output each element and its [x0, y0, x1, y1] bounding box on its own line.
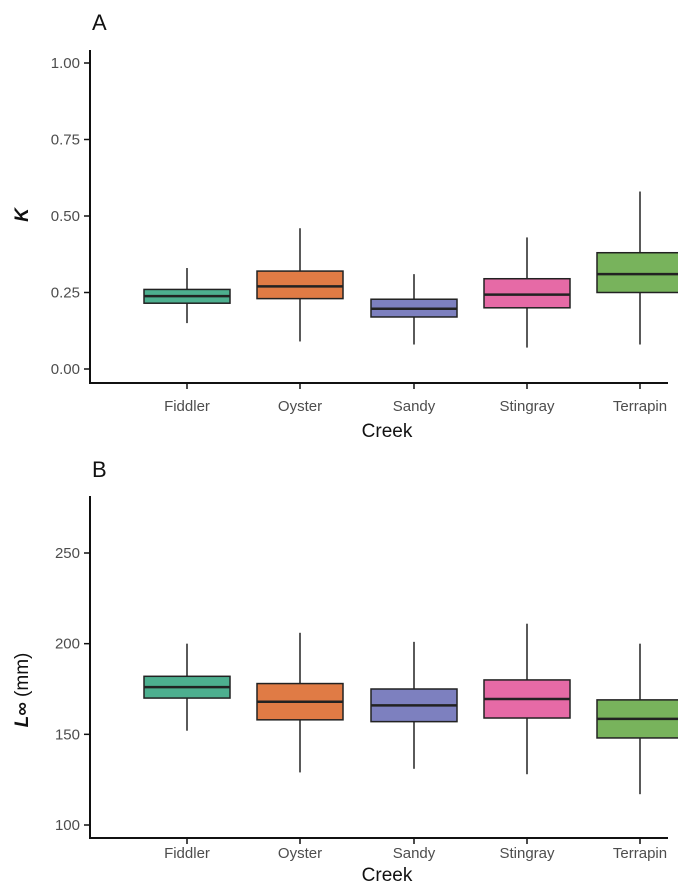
panel-letter: B	[92, 457, 107, 482]
x-tick-label: Terrapin	[613, 845, 667, 862]
box-iqr	[483, 277, 571, 309]
y-tick-label: 250	[55, 545, 80, 562]
y-tick-label: 0.50	[51, 208, 80, 225]
box-oyster	[256, 632, 344, 773]
box-fiddler	[143, 643, 231, 731]
x-tick-label: Oyster	[278, 398, 322, 415]
y-tick-label: 0.00	[51, 361, 80, 378]
x-tick-label: Fiddler	[164, 845, 210, 862]
box-terrapin	[596, 191, 678, 345]
x-tick-label: Sandy	[393, 845, 436, 862]
box-terrapin	[596, 643, 678, 795]
y-tick-label: 100	[55, 817, 80, 834]
box-sandy	[370, 274, 458, 345]
y-tick-label: 200	[55, 636, 80, 653]
panel-letter: A	[92, 10, 107, 35]
y-axis-title: L∞ (mm)	[12, 653, 33, 728]
x-tick-label: Stingray	[499, 398, 555, 415]
panel-b: B 100 150 200 250 Fiddler Oyster Sandy Stingray T…	[12, 457, 678, 885]
box-fiddler	[143, 268, 231, 324]
box-iqr	[256, 270, 344, 300]
box-stingray	[483, 237, 571, 348]
x-tick-label: Fiddler	[164, 398, 210, 415]
y-axis-title-text: K	[12, 207, 33, 222]
y-tick-label: 0.25	[51, 285, 80, 302]
y-tick-label: 150	[55, 726, 80, 743]
y-tick-label: 1.00	[51, 55, 80, 72]
y-axis-title: K	[12, 207, 33, 222]
x-tick-label: Sandy	[393, 398, 436, 415]
x-axis-title: Creek	[362, 865, 413, 885]
y-axis-title-unit: (mm)	[12, 653, 33, 703]
box-stingray	[483, 623, 571, 775]
box-oyster	[256, 228, 344, 342]
x-tick-label: Stingray	[499, 845, 555, 862]
y-axis-title-italic: L∞	[12, 702, 33, 727]
x-axis-title: Creek	[362, 421, 413, 442]
x-tick-label: Oyster	[278, 845, 322, 862]
panel-a: A 0.00 0.25 0.50 0.75 1.00 Fiddler Oyster Sandy S…	[12, 10, 678, 442]
box-sandy	[370, 641, 458, 769]
box-iqr	[596, 251, 678, 294]
y-tick-label: 0.75	[51, 132, 80, 149]
x-tick-label: Terrapin	[613, 398, 667, 415]
